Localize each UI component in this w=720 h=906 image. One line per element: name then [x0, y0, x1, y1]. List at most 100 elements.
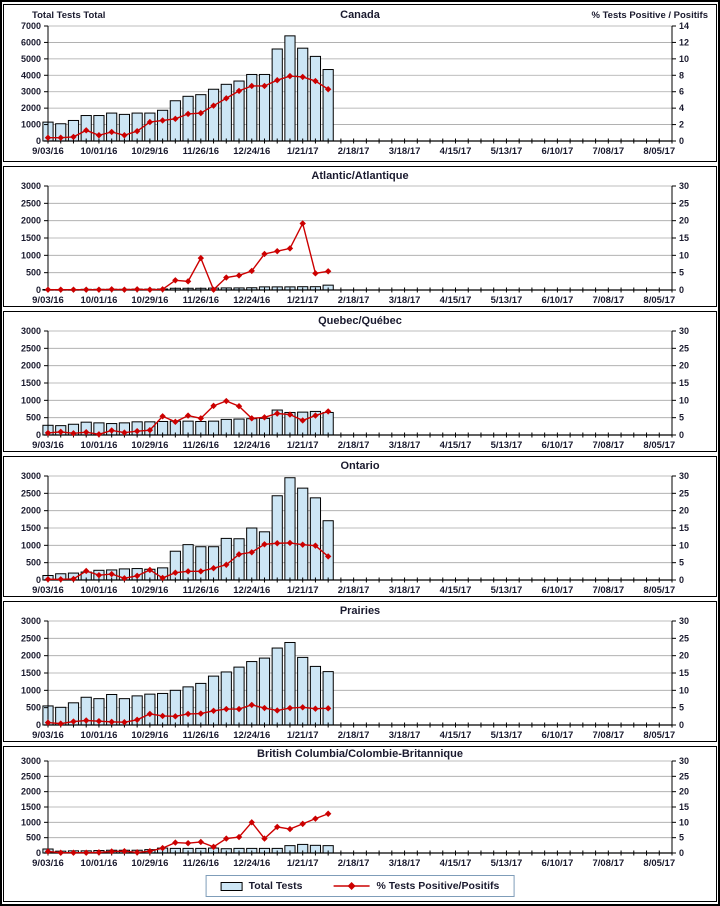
svg-text:0: 0	[679, 430, 684, 440]
svg-text:0: 0	[36, 720, 41, 730]
svg-text:0: 0	[36, 848, 41, 858]
svg-text:6000: 6000	[21, 37, 41, 47]
svg-text:1000: 1000	[21, 540, 41, 550]
svg-text:6: 6	[679, 87, 684, 97]
svg-text:2: 2	[679, 120, 684, 130]
svg-text:30: 30	[679, 181, 689, 191]
svg-text:0: 0	[36, 285, 41, 295]
svg-text:1500: 1500	[21, 668, 41, 678]
svg-text:20: 20	[679, 787, 689, 797]
svg-text:7/08/17: 7/08/17	[592, 295, 624, 306]
svg-text:15: 15	[679, 378, 689, 388]
svg-text:500: 500	[26, 703, 41, 713]
svg-text:4: 4	[679, 103, 684, 113]
svg-text:10/29/16: 10/29/16	[131, 730, 168, 741]
svg-text:10/29/16: 10/29/16	[131, 440, 168, 451]
svg-text:10/01/16: 10/01/16	[80, 146, 117, 157]
chart-panel-quebec: Quebec/Québec 0 500 1000 1500 2000 2500 3000 0 5…	[3, 311, 717, 452]
svg-text:6/10/17: 6/10/17	[542, 730, 574, 741]
svg-text:10: 10	[679, 54, 689, 64]
svg-text:9/03/16: 9/03/16	[32, 295, 64, 306]
svg-text:4/15/17: 4/15/17	[440, 146, 472, 157]
svg-text:12: 12	[679, 37, 689, 47]
svg-text:25: 25	[679, 343, 689, 353]
chart-title-atlantic: Atlantic/Atlantique	[311, 170, 409, 182]
svg-text:4/15/17: 4/15/17	[440, 585, 472, 596]
svg-text:1500: 1500	[21, 523, 41, 533]
svg-text:15: 15	[679, 233, 689, 243]
svg-text:3/18/17: 3/18/17	[389, 730, 421, 741]
svg-text:25: 25	[679, 198, 689, 208]
svg-text:1/21/17: 1/21/17	[287, 730, 319, 741]
svg-text:11/26/16: 11/26/16	[183, 295, 219, 306]
svg-text:30: 30	[679, 756, 689, 766]
chart-panel-atlantic: Atlantic/Atlantique 0 500 1000 1500 2000 2500…	[3, 166, 717, 307]
svg-text:9/03/16: 9/03/16	[32, 730, 64, 741]
svg-text:15: 15	[679, 523, 689, 533]
svg-text:11/26/16: 11/26/16	[183, 146, 219, 157]
svg-text:20: 20	[679, 506, 689, 516]
svg-text:5/13/17: 5/13/17	[491, 295, 523, 306]
svg-text:9/03/16: 9/03/16	[32, 585, 64, 596]
svg-text:12/24/16: 12/24/16	[233, 585, 270, 596]
chart-panel-prairies: Prairies 0 500 1000 1500 2000 2500 3000 0 5 10 15 2…	[3, 601, 717, 742]
svg-text:2/18/17: 2/18/17	[338, 146, 370, 157]
chart-title-ontario: Ontario	[340, 460, 380, 472]
svg-text:3000: 3000	[21, 616, 41, 626]
svg-text:1000: 1000	[21, 685, 41, 695]
svg-text:30: 30	[679, 326, 689, 336]
svg-text:10: 10	[679, 395, 689, 405]
svg-text:7/08/17: 7/08/17	[592, 146, 624, 157]
svg-text:20: 20	[679, 216, 689, 226]
svg-text:0: 0	[679, 575, 684, 585]
svg-text:500: 500	[26, 268, 41, 278]
svg-text:12/24/16: 12/24/16	[233, 295, 270, 306]
quebec-chart-canvas: 0 500 1000 1500 2000 2500 3000 0 5 10 15 20 25 30 9/03…	[21, 326, 689, 451]
svg-text:4000: 4000	[21, 70, 41, 80]
svg-text:10/29/16: 10/29/16	[131, 295, 168, 306]
svg-text:1/21/17: 1/21/17	[287, 146, 319, 157]
svg-text:1/21/17: 1/21/17	[287, 295, 319, 306]
left-axis-title: Total Tests Total	[32, 10, 106, 21]
svg-text:2500: 2500	[21, 343, 41, 353]
svg-text:14: 14	[679, 21, 689, 31]
svg-text:2500: 2500	[21, 198, 41, 208]
svg-text:3000: 3000	[21, 326, 41, 336]
svg-text:15: 15	[679, 802, 689, 812]
svg-text:0: 0	[36, 430, 41, 440]
svg-text:10/01/16: 10/01/16	[80, 295, 117, 306]
svg-text:6/10/17: 6/10/17	[542, 858, 574, 869]
svg-text:10/01/16: 10/01/16	[80, 585, 117, 596]
svg-text:1000: 1000	[21, 120, 41, 130]
svg-text:2/18/17: 2/18/17	[338, 858, 370, 869]
legend-pct-positive-label: % Tests Positive/Positifs	[376, 880, 500, 892]
svg-text:25: 25	[679, 488, 689, 498]
svg-text:8/05/17: 8/05/17	[643, 730, 675, 741]
svg-text:9/03/16: 9/03/16	[32, 858, 64, 869]
chart-title-canada: Canada	[340, 9, 380, 21]
svg-text:2500: 2500	[21, 488, 41, 498]
svg-text:7/08/17: 7/08/17	[592, 730, 624, 741]
svg-text:5/13/17: 5/13/17	[491, 858, 523, 869]
svg-text:2000: 2000	[21, 651, 41, 661]
svg-text:5: 5	[679, 268, 684, 278]
svg-text:3/18/17: 3/18/17	[389, 858, 421, 869]
svg-text:1500: 1500	[21, 378, 41, 388]
svg-text:10: 10	[679, 540, 689, 550]
chart-title-prairies: Prairies	[339, 605, 381, 617]
svg-text:7/08/17: 7/08/17	[592, 440, 624, 451]
svg-text:10: 10	[679, 817, 689, 827]
svg-text:10/29/16: 10/29/16	[131, 585, 168, 596]
svg-text:2500: 2500	[21, 771, 41, 781]
prairies-chart-canvas: 0 500 1000 1500 2000 2500 3000 0 5 10 15 20 25 30 9/03…	[21, 616, 689, 741]
svg-text:6/10/17: 6/10/17	[542, 146, 574, 157]
svg-text:2000: 2000	[21, 216, 41, 226]
svg-text:11/26/16: 11/26/16	[183, 585, 219, 596]
svg-text:5: 5	[679, 703, 684, 713]
svg-text:10/29/16: 10/29/16	[131, 146, 168, 157]
svg-text:11/26/16: 11/26/16	[183, 440, 219, 451]
svg-text:7/08/17: 7/08/17	[592, 585, 624, 596]
svg-text:3000: 3000	[21, 756, 41, 766]
svg-text:0: 0	[679, 720, 684, 730]
svg-text:20: 20	[679, 361, 689, 371]
